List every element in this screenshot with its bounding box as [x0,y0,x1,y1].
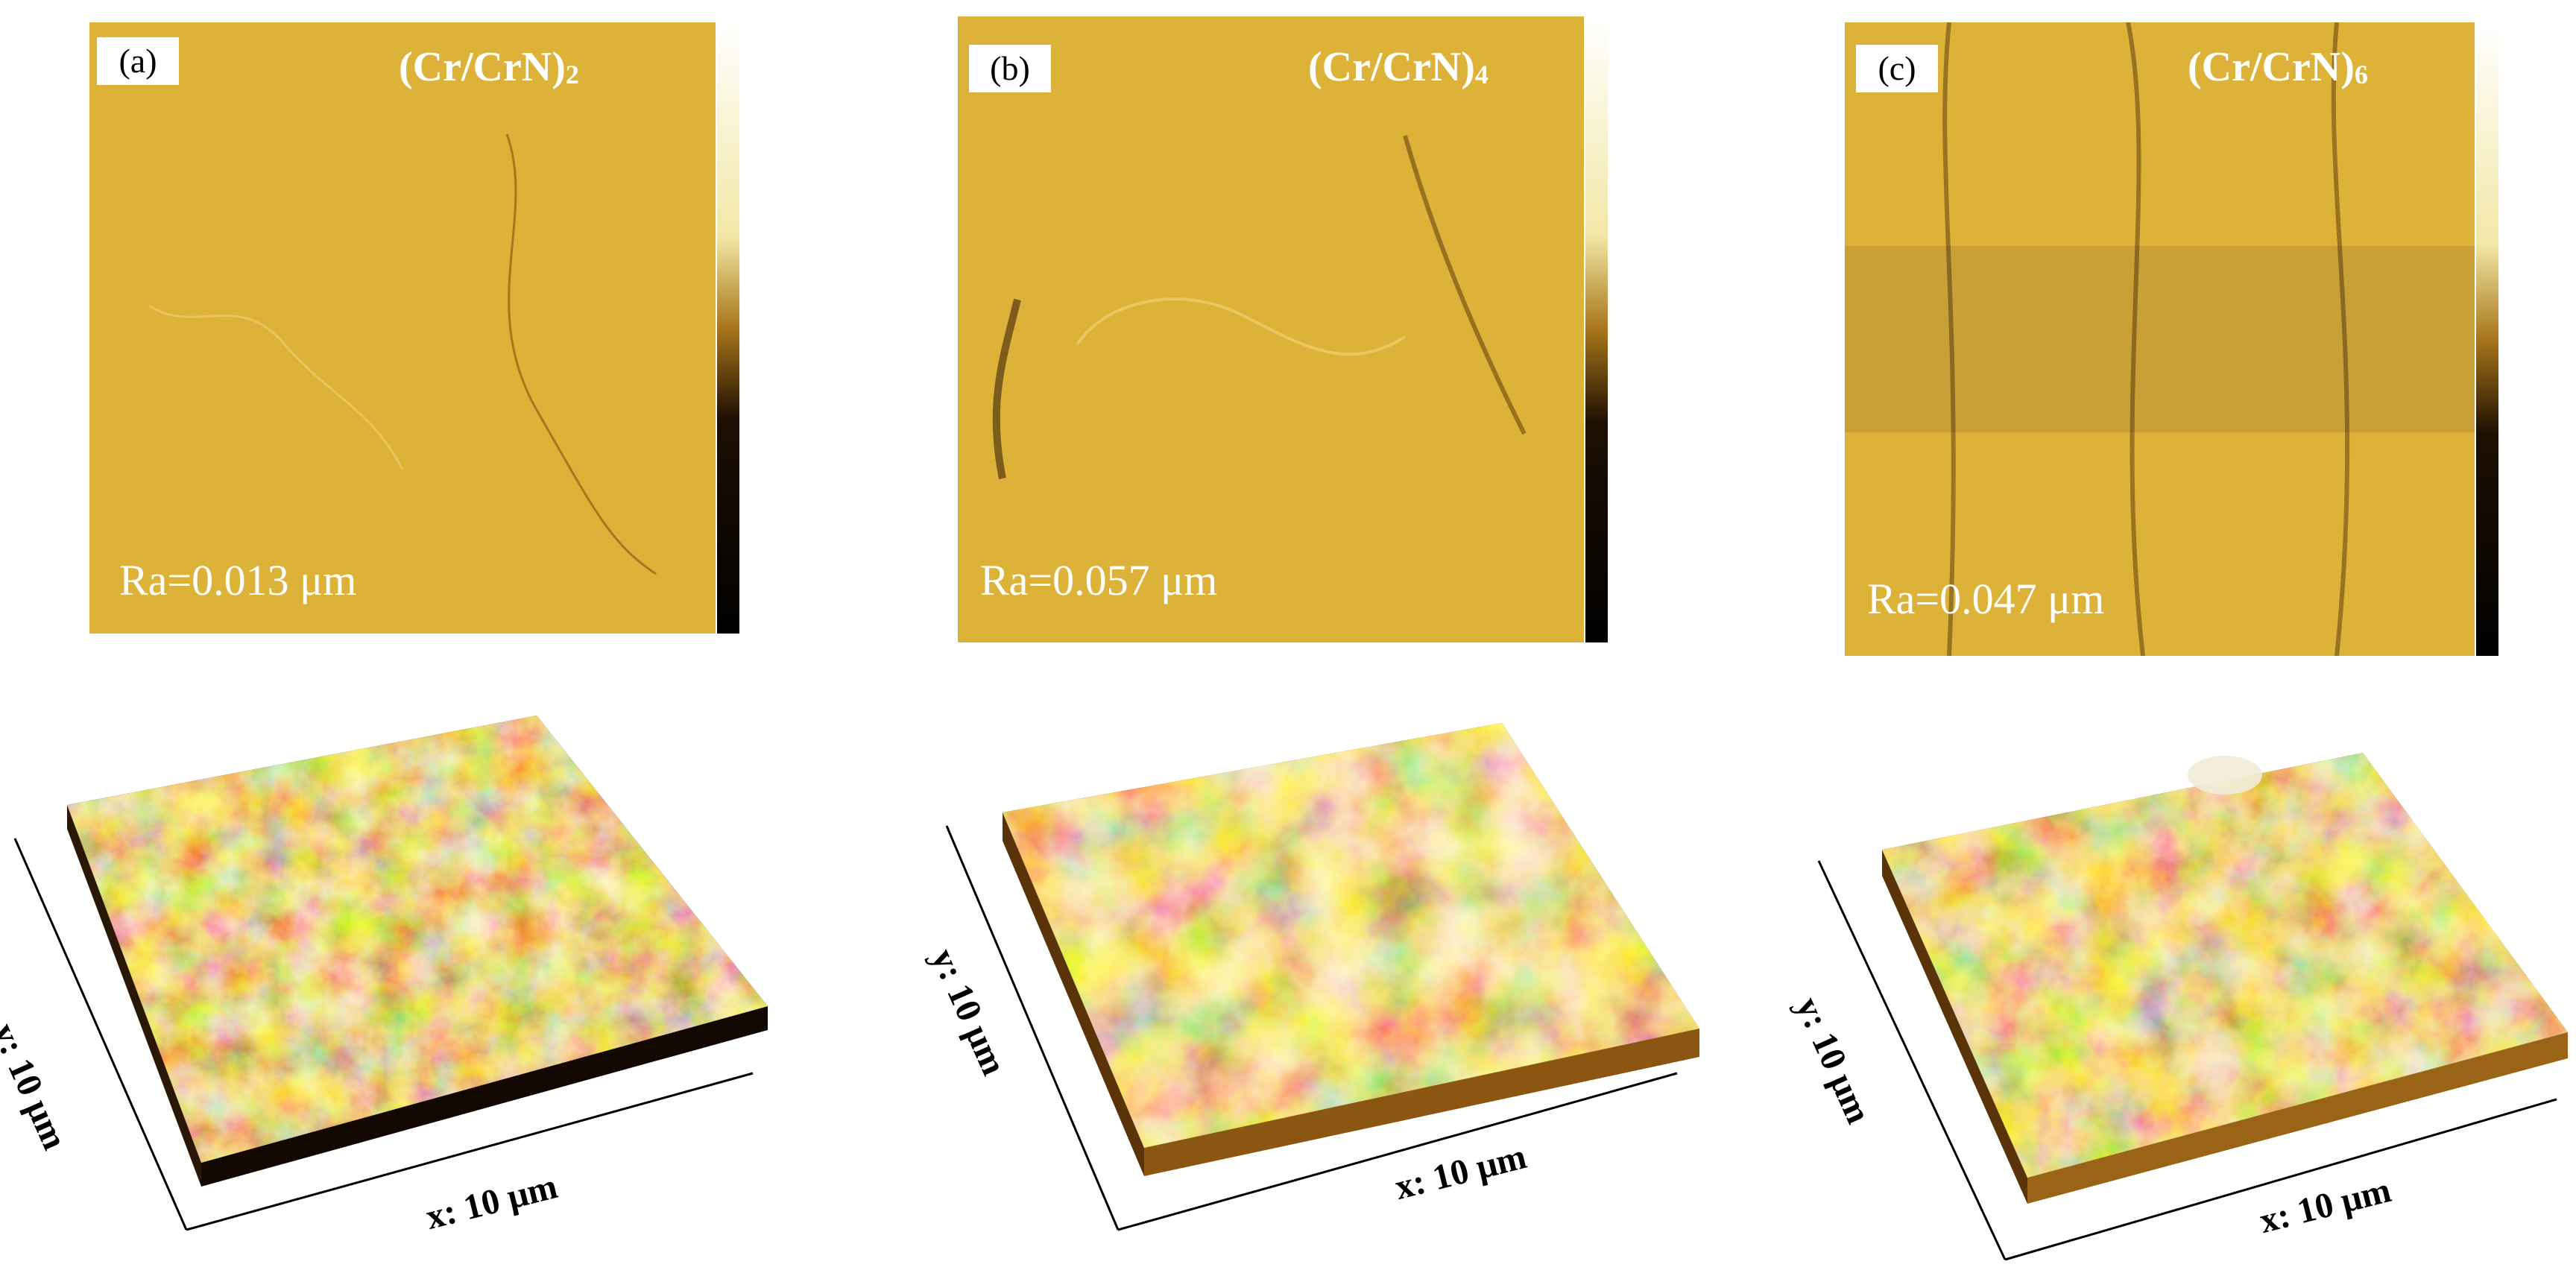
colorbar-b [1585,16,1608,642]
sample-formula: (Cr/CrN) [2188,44,2355,90]
sample-label-a: (Cr/CrN)2 [399,43,579,91]
axis-frame-c [1817,860,2557,1261]
roughness-value-b: Ra=0.057 μm [980,556,1218,604]
afm-3d-surface-b [945,723,1699,1231]
sample-formula: (Cr/CrN) [1308,44,1475,90]
axis-frame-b [945,825,1678,1231]
sample-subscript: 4 [1474,60,1489,89]
afm-2d-image-b [958,16,1584,642]
afm-texture [1845,22,2475,656]
afm-texture [958,16,1584,642]
afm-2d-image-c [1845,22,2475,656]
sample-label-c: (Cr/CrN)6 [2188,43,2368,91]
colorbar-a [717,22,739,634]
axis-frame-a [13,838,754,1231]
sample-formula: (Cr/CrN) [399,44,566,90]
colorbar-c [2476,22,2498,656]
sample-subscript: 2 [565,60,579,89]
panel-label-a: (a) [97,37,179,85]
sample-label-b: (Cr/CrN)4 [1308,43,1489,91]
roughness-value-a: Ra=0.013 μm [119,556,357,604]
afm-texture [89,22,716,634]
panel-label-c: (c) [1856,45,1938,92]
afm-3d-surface-a [13,716,768,1231]
sample-subscript: 6 [2354,60,2368,89]
afm-3d-surface-c [1817,753,2568,1261]
afm-2d-image-a [89,22,716,634]
roughness-value-c: Ra=0.047 μm [1867,575,2105,623]
panel-label-b: (b) [969,45,1051,92]
